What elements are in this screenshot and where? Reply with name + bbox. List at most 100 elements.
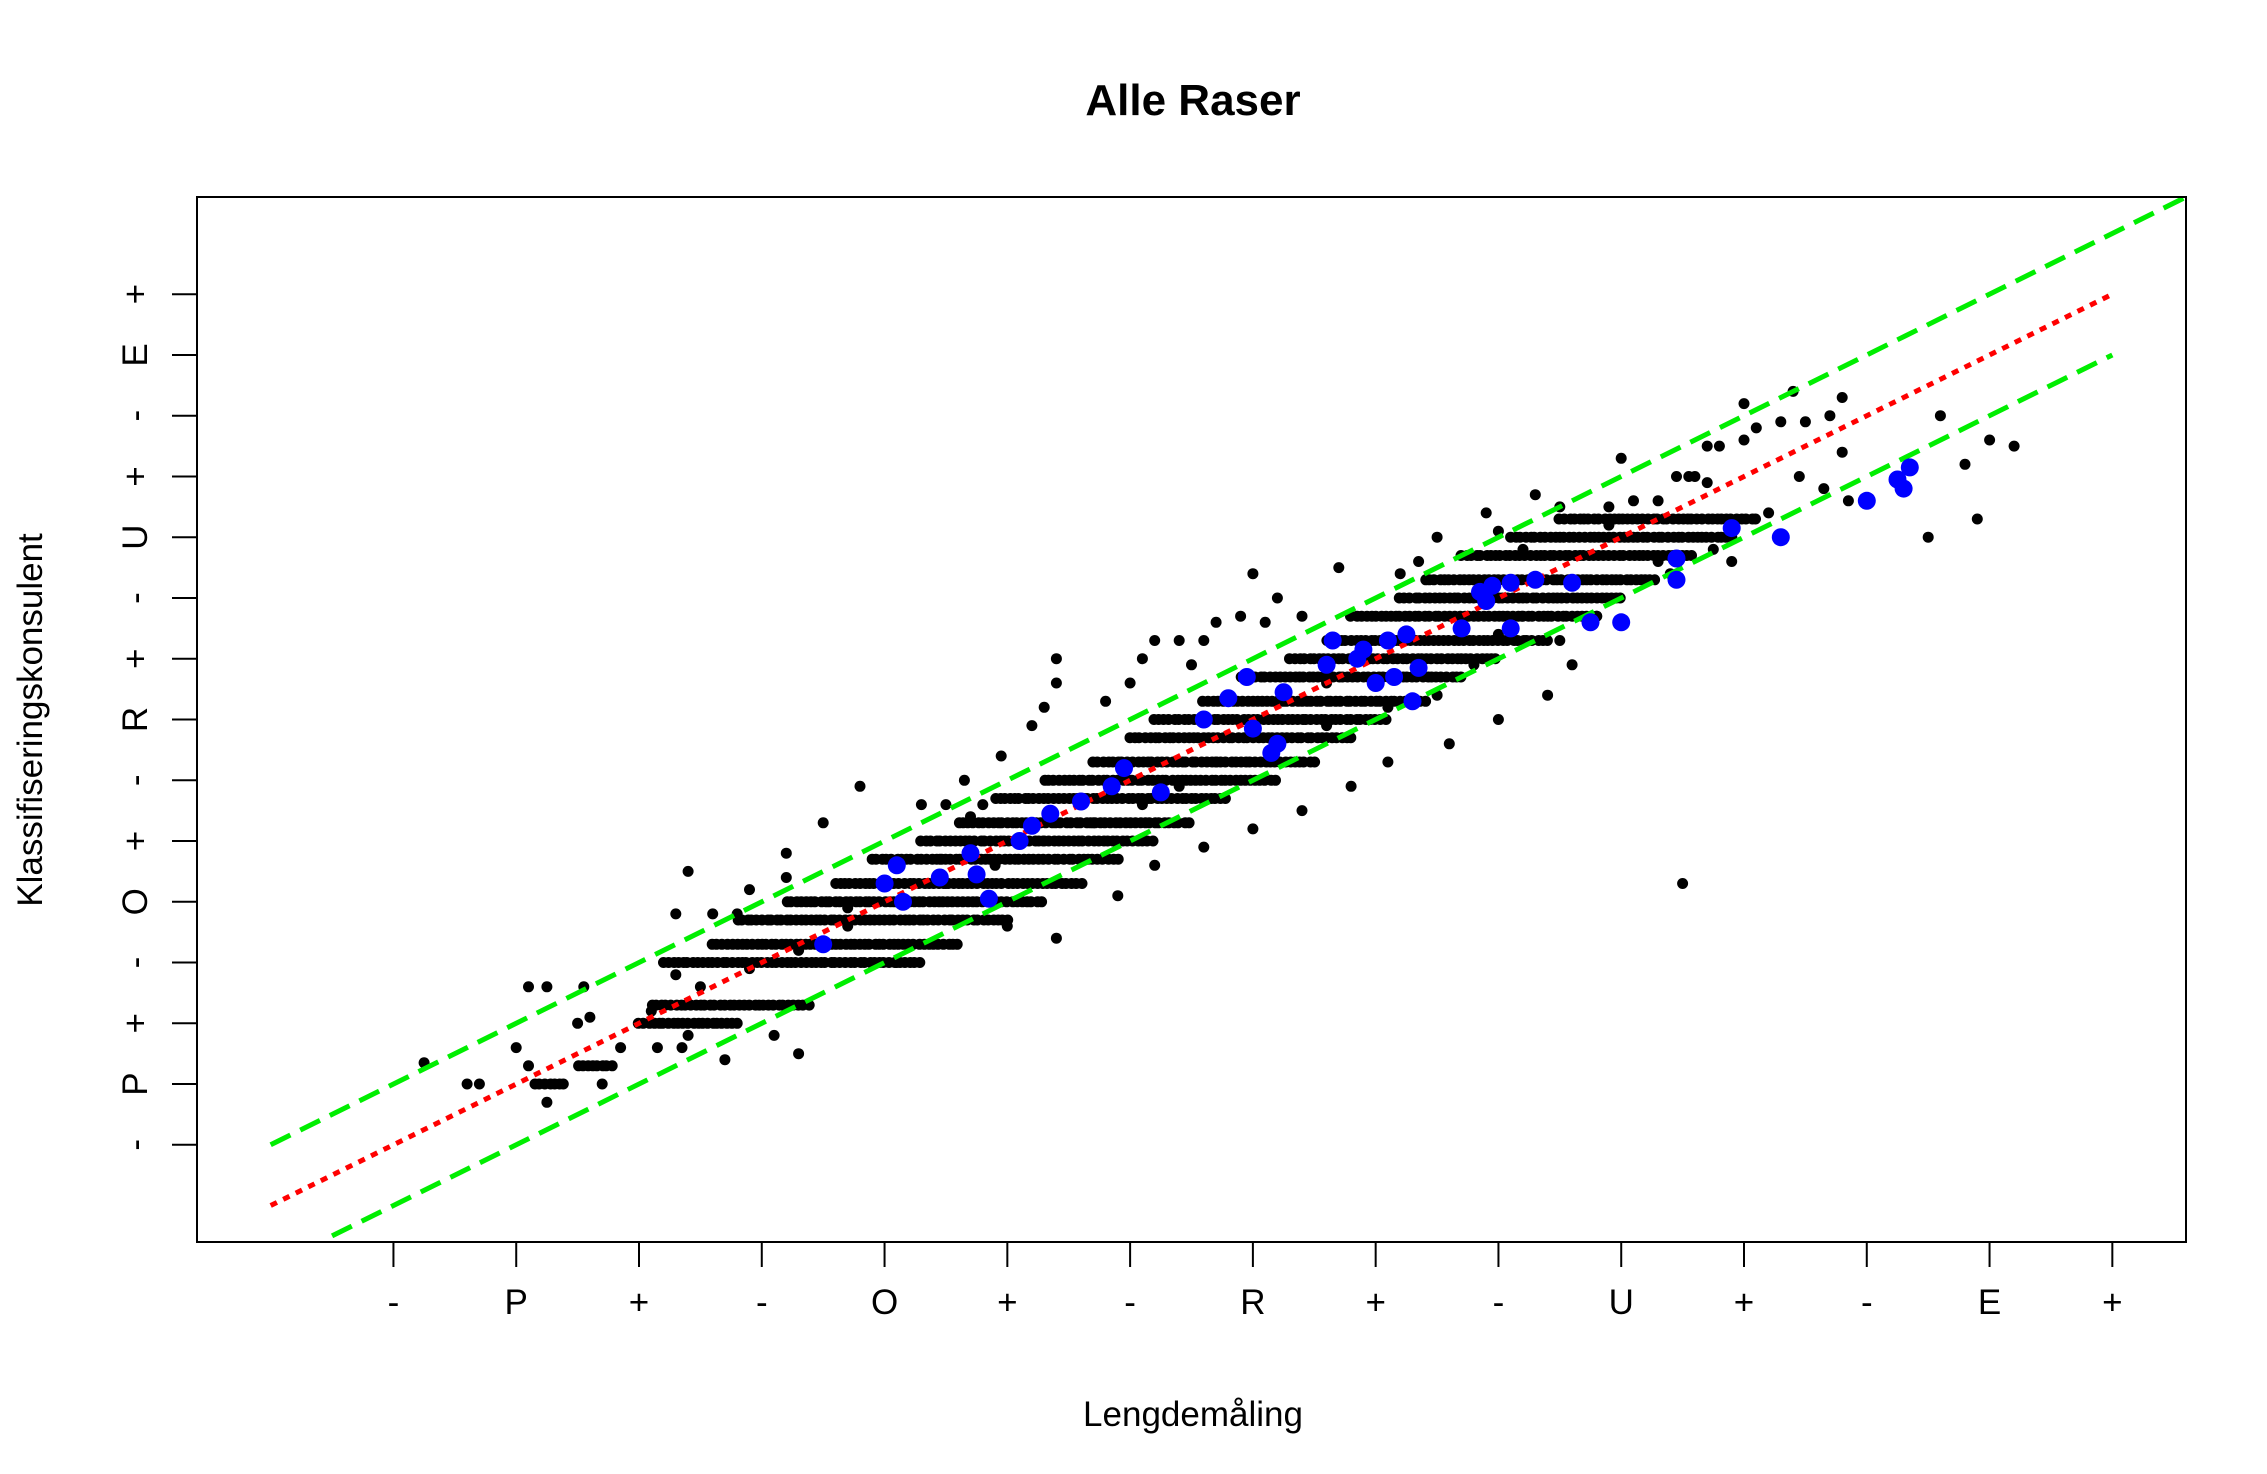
highlight-point bbox=[1409, 658, 1428, 677]
data-point bbox=[1149, 635, 1161, 646]
highlight-point bbox=[1900, 458, 1919, 477]
data-point bbox=[1971, 513, 1983, 525]
data-point bbox=[1198, 635, 1210, 646]
data-point bbox=[780, 847, 792, 859]
data-point bbox=[1492, 714, 1504, 725]
data-point bbox=[1235, 610, 1247, 622]
fit-line bbox=[269, 291, 2114, 1208]
y-tick-label: + bbox=[116, 284, 155, 304]
highlight-point bbox=[1219, 689, 1238, 708]
data-point bbox=[1247, 568, 1259, 580]
data-point bbox=[842, 920, 854, 932]
highlight-point bbox=[1378, 631, 1397, 650]
data-point bbox=[541, 981, 553, 993]
data-point bbox=[1076, 878, 1088, 889]
data-point bbox=[2008, 440, 2020, 452]
highlight-point bbox=[1151, 783, 1170, 802]
data-point bbox=[1100, 695, 1112, 707]
highlight-point bbox=[1102, 777, 1121, 796]
x-tick-label: + bbox=[2102, 1283, 2122, 1322]
data-point bbox=[914, 957, 926, 968]
highlight-point bbox=[894, 892, 912, 911]
data-point bbox=[645, 1005, 657, 1017]
data-point bbox=[940, 799, 952, 811]
data-point bbox=[1259, 616, 1271, 628]
data-point bbox=[572, 1017, 584, 1029]
data-point bbox=[1701, 477, 1713, 489]
data-point bbox=[1542, 689, 1554, 701]
data-point bbox=[1271, 592, 1283, 604]
data-point bbox=[1615, 452, 1627, 464]
data-point bbox=[958, 774, 970, 786]
data-point bbox=[1333, 562, 1345, 574]
data-point bbox=[682, 1029, 694, 1041]
highlight-point bbox=[930, 868, 949, 887]
data-point bbox=[1726, 556, 1738, 567]
y-axis-label: Klassifiseringskonsulent bbox=[11, 533, 50, 907]
highlight-point bbox=[1857, 491, 1876, 510]
data-point bbox=[1321, 720, 1333, 732]
highlight-point bbox=[1366, 674, 1385, 692]
data-point bbox=[1210, 756, 1222, 768]
data-point bbox=[1713, 440, 1725, 452]
data-point bbox=[1382, 756, 1394, 768]
data-point bbox=[584, 1011, 596, 1023]
data-point bbox=[731, 1017, 743, 1029]
data-point bbox=[1763, 507, 1775, 519]
data-point bbox=[557, 1078, 569, 1090]
data-point bbox=[1036, 896, 1048, 908]
data-point bbox=[1480, 507, 1492, 519]
data-point bbox=[1517, 610, 1529, 622]
y-tick-label: - bbox=[116, 410, 155, 422]
data-point bbox=[719, 1054, 731, 1066]
data-point bbox=[1603, 501, 1615, 513]
data-point bbox=[1468, 659, 1480, 671]
data-point bbox=[989, 859, 1001, 871]
data-point bbox=[541, 1096, 553, 1108]
data-point bbox=[1149, 859, 1161, 871]
data-point bbox=[1686, 550, 1697, 561]
data-point bbox=[1186, 659, 1197, 671]
data-point bbox=[1628, 495, 1639, 507]
y-tick-label: - bbox=[116, 957, 155, 969]
highlight-point bbox=[1563, 573, 1582, 592]
highlight-point bbox=[1894, 479, 1913, 498]
highlight-point bbox=[1317, 655, 1336, 674]
x-tick-label: U bbox=[1609, 1283, 1634, 1322]
x-tick-label: - bbox=[1493, 1283, 1505, 1322]
y-tick-label: + bbox=[116, 649, 155, 669]
data-point bbox=[707, 908, 719, 920]
data-point bbox=[1799, 416, 1811, 428]
data-point bbox=[995, 750, 1007, 762]
data-point bbox=[682, 865, 694, 877]
data-point bbox=[1671, 471, 1682, 482]
data-point bbox=[1959, 458, 1971, 470]
data-point bbox=[473, 1078, 485, 1090]
data-point bbox=[1124, 677, 1136, 689]
highlight-point bbox=[1722, 519, 1741, 538]
data-point bbox=[1566, 659, 1578, 671]
data-point bbox=[1296, 610, 1308, 622]
data-point bbox=[1173, 635, 1185, 646]
data-point bbox=[1836, 392, 1848, 403]
data-point bbox=[780, 872, 792, 883]
reference-line-layer bbox=[269, 197, 2186, 1239]
y-tick-label: P bbox=[116, 1072, 155, 1095]
highlight-point bbox=[1483, 576, 1502, 595]
data-point bbox=[1842, 495, 1854, 507]
data-point bbox=[1818, 483, 1830, 495]
highlight-point bbox=[887, 856, 906, 875]
highlight-point bbox=[1526, 570, 1545, 589]
highlight-point bbox=[1268, 734, 1287, 753]
highlight-point bbox=[979, 889, 998, 908]
x-tick-label: - bbox=[1861, 1283, 1873, 1322]
y-tick-label: U bbox=[116, 525, 155, 550]
x-tick-label: O bbox=[871, 1283, 898, 1322]
data-point bbox=[1270, 774, 1281, 786]
data-point bbox=[1309, 756, 1321, 768]
highlight-point bbox=[1010, 832, 1029, 850]
data-point bbox=[842, 902, 854, 914]
data-point bbox=[1677, 878, 1689, 889]
highlight-point bbox=[1243, 719, 1262, 738]
data-point bbox=[1529, 489, 1541, 501]
